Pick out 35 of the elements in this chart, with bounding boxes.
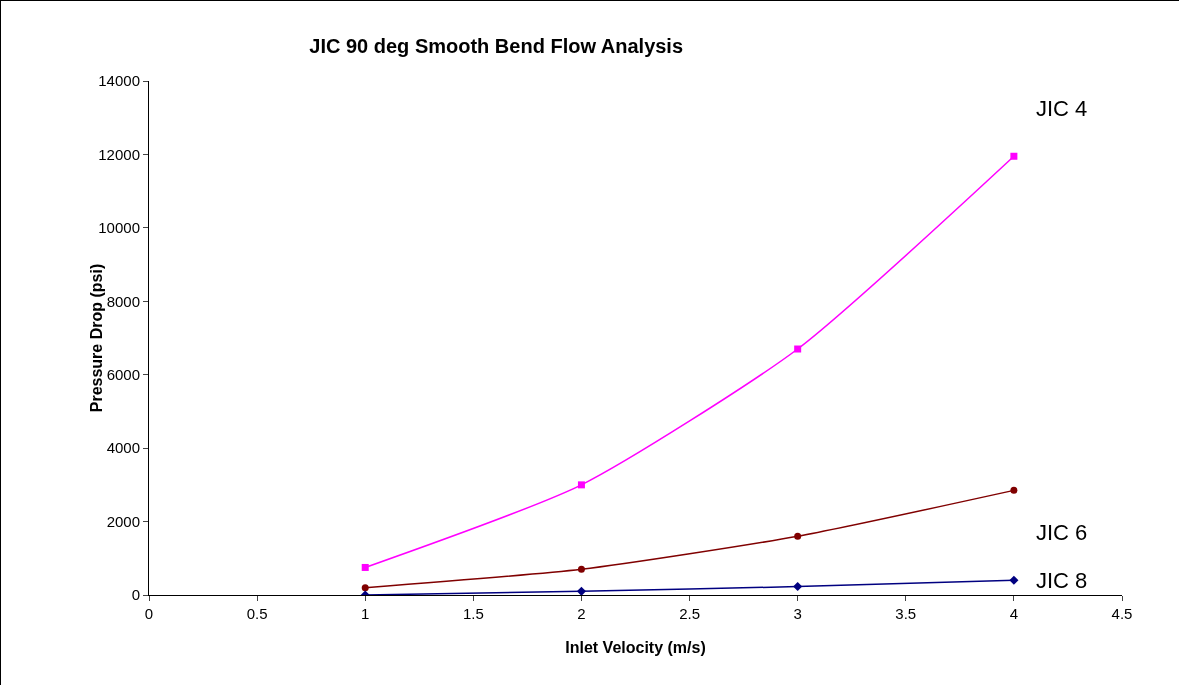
y-tick-label: 12000	[98, 145, 140, 163]
x-axis-title: Inlet Velocity (m/s)	[565, 639, 706, 656]
point	[361, 563, 369, 571]
point	[1009, 575, 1019, 585]
x-tick-label: 4	[1009, 605, 1019, 622]
y-tick-label: 8000	[106, 292, 140, 310]
x-tick-label: 0	[144, 605, 154, 622]
point	[794, 345, 802, 353]
point	[1010, 152, 1018, 160]
point	[577, 481, 585, 489]
point	[794, 532, 802, 540]
point	[361, 584, 369, 592]
y-axis-title: Pressure Drop (psi)	[87, 263, 105, 413]
y-tick-label: 4000	[106, 439, 140, 457]
x-tick-label: 3.5	[895, 605, 917, 622]
x-tick-label: 3	[793, 605, 802, 622]
y-tick-label: 14000	[98, 72, 140, 90]
series-label: JIC 6	[1036, 520, 1088, 545]
point	[793, 582, 803, 592]
y-tick-label: 2000	[106, 512, 140, 530]
y-tick-label: 0	[131, 586, 140, 604]
x-tick-label: 0.5	[246, 605, 268, 622]
point	[577, 565, 585, 573]
x-tick-label: 4.5	[1111, 605, 1133, 622]
y-tick-label: 10000	[98, 219, 140, 237]
y-tick-label: 6000	[106, 365, 140, 383]
x-tick-label: 1	[361, 605, 370, 622]
point	[576, 586, 586, 595]
series-label: JIC 8	[1036, 568, 1088, 593]
x-tick-label: 1.5	[462, 605, 484, 622]
chart-title: JIC 90 deg Smooth Bend Flow Analysis	[309, 34, 684, 57]
x-tick-label: 2.5	[679, 605, 700, 622]
x-tick-label: 2	[577, 605, 586, 622]
series-label: JIC 4	[1036, 96, 1088, 121]
point	[1010, 486, 1018, 494]
